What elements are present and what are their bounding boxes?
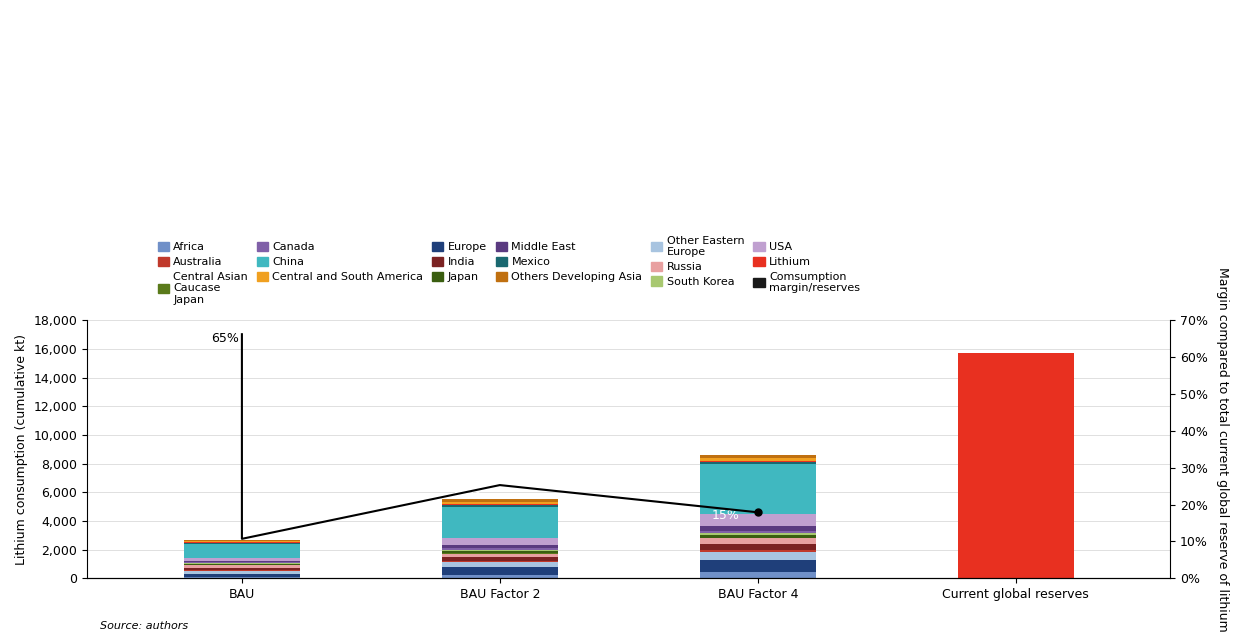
Bar (699, 462, 816, 464)
Bar (184, 565, 300, 568)
Bar (184, 577, 300, 578)
Bar (699, 533, 816, 535)
Bar (699, 538, 816, 544)
Bar (442, 550, 557, 551)
Bar (184, 543, 300, 544)
Bar (184, 541, 300, 542)
Bar (184, 568, 300, 570)
Bar (699, 455, 816, 458)
Bar (442, 507, 557, 538)
Text: 65%: 65% (211, 332, 239, 345)
Bar (442, 499, 557, 502)
Bar (699, 552, 816, 559)
Bar (184, 540, 300, 541)
Legend: Africa, Australia, Central Asian
Caucase
Japan, Canada, China, Central and South: Africa, Australia, Central Asian Caucase… (158, 236, 860, 305)
Bar (442, 567, 557, 575)
Text: 26%: 26% (453, 483, 481, 496)
Bar (184, 564, 300, 565)
Bar (699, 458, 816, 461)
Y-axis label: Margin compared to total current global reserve of lithium: Margin compared to total current global … (1215, 267, 1229, 632)
Bar (442, 554, 557, 558)
Bar (442, 561, 557, 563)
Bar (184, 561, 300, 563)
Bar (699, 531, 816, 533)
Bar (184, 571, 300, 574)
Bar (699, 544, 816, 549)
Y-axis label: Lithium consumption (cumulative kt): Lithium consumption (cumulative kt) (15, 334, 29, 565)
Bar (442, 538, 557, 545)
Bar (699, 572, 816, 578)
Bar (699, 535, 816, 538)
Bar (958, 353, 1074, 578)
Bar (442, 545, 557, 548)
Bar (184, 542, 300, 543)
Bar (442, 548, 557, 550)
Bar (699, 461, 816, 462)
Bar (442, 505, 557, 507)
Bar (699, 559, 816, 572)
Bar (442, 504, 557, 505)
Bar (184, 544, 300, 558)
Bar (699, 549, 816, 552)
Bar (442, 563, 557, 567)
Bar (699, 526, 816, 531)
Bar (442, 551, 557, 554)
Bar (184, 574, 300, 577)
Bar (442, 575, 557, 578)
Bar (699, 514, 816, 526)
Bar (184, 563, 300, 564)
Bar (699, 464, 816, 514)
Bar (442, 502, 557, 504)
Text: Source: authors: Source: authors (100, 620, 188, 631)
Bar (442, 558, 557, 561)
Bar (184, 558, 300, 561)
Text: 15%: 15% (712, 509, 739, 522)
Bar (184, 570, 300, 571)
